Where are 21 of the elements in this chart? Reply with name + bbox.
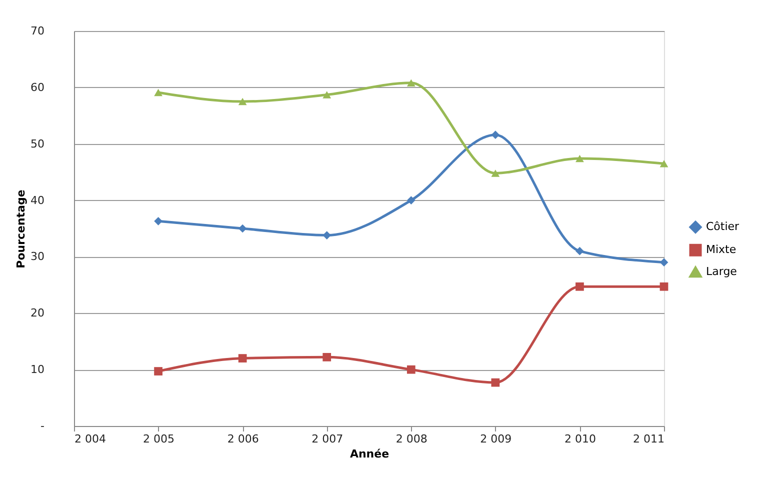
y-tick-label: 40 <box>30 194 44 207</box>
y-tick-label: 30 <box>30 250 44 264</box>
x-tick-label: 2 006 <box>227 432 259 446</box>
x-tick-label: 2 005 <box>143 432 175 446</box>
x-tick-label: 2 011 <box>633 432 664 446</box>
legend-label: Large <box>706 265 738 278</box>
y-tick-label: - <box>40 420 45 432</box>
x-tick-label: 2 008 <box>396 432 428 446</box>
x-tick-label: 2 004 <box>74 432 106 446</box>
legend-label: Mixte <box>706 243 736 256</box>
y-tick-label: 10 <box>30 363 44 376</box>
x-tick-label: 2 009 <box>480 432 512 446</box>
y-tick-label: 70 <box>30 24 44 38</box>
y-axis-title: Pourcentage <box>14 190 28 268</box>
y-tick-label: 60 <box>30 80 44 94</box>
y-tick-label: 50 <box>30 137 44 150</box>
y-tick-label: 20 <box>30 306 44 320</box>
legend-label: Côtier <box>706 220 740 234</box>
x-axis-title: Année <box>350 448 390 460</box>
x-tick-label: 2 010 <box>564 432 596 446</box>
x-tick-label: 2 007 <box>312 432 344 446</box>
